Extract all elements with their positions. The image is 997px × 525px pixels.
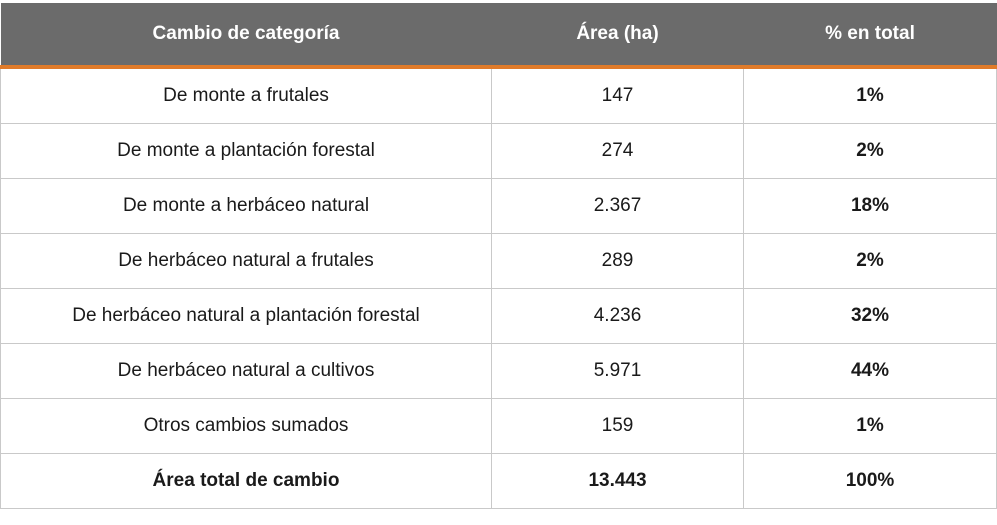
cell-cambio: De monte a herbáceo natural [0, 178, 492, 234]
cell-pct: 32% [743, 288, 997, 344]
category-change-table: Cambio de categoría Área (ha) % en total… [0, 3, 997, 509]
table-row: De herbáceo natural a cultivos 5.971 44% [0, 343, 997, 399]
cell-pct: 1% [743, 398, 997, 454]
cell-area: 4.236 [491, 288, 744, 344]
table-row: De monte a plantación forestal 274 2% [0, 123, 997, 179]
total-pct: 100% [743, 453, 997, 509]
table-row: De monte a frutales 147 1% [0, 66, 997, 124]
cell-area: 5.971 [491, 343, 744, 399]
header-cambio: Cambio de categoría [0, 3, 492, 69]
total-cambio: Área total de cambio [0, 453, 492, 509]
table-header-row: Cambio de categoría Área (ha) % en total [0, 3, 997, 69]
table-row: De herbáceo natural a plantación foresta… [0, 288, 997, 344]
cell-cambio: De monte a frutales [0, 66, 492, 124]
cell-cambio: De herbáceo natural a cultivos [0, 343, 492, 399]
table-row: De monte a herbáceo natural 2.367 18% [0, 178, 997, 234]
cell-area: 2.367 [491, 178, 744, 234]
header-area: Área (ha) [491, 3, 744, 69]
cell-pct: 44% [743, 343, 997, 399]
cell-area: 159 [491, 398, 744, 454]
total-area: 13.443 [491, 453, 744, 509]
cell-pct: 18% [743, 178, 997, 234]
cell-pct: 1% [743, 66, 997, 124]
table-total-row: Área total de cambio 13.443 100% [0, 453, 997, 509]
table-row: De herbáceo natural a frutales 289 2% [0, 233, 997, 289]
cell-cambio: De monte a plantación forestal [0, 123, 492, 179]
cell-area: 147 [491, 66, 744, 124]
cell-pct: 2% [743, 233, 997, 289]
cell-pct: 2% [743, 123, 997, 179]
table-row: Otros cambios sumados 159 1% [0, 398, 997, 454]
cell-cambio: De herbáceo natural a plantación foresta… [0, 288, 492, 344]
header-pct: % en total [743, 3, 997, 69]
cell-cambio: Otros cambios sumados [0, 398, 492, 454]
cell-area: 289 [491, 233, 744, 289]
cell-area: 274 [491, 123, 744, 179]
cell-cambio: De herbáceo natural a frutales [0, 233, 492, 289]
